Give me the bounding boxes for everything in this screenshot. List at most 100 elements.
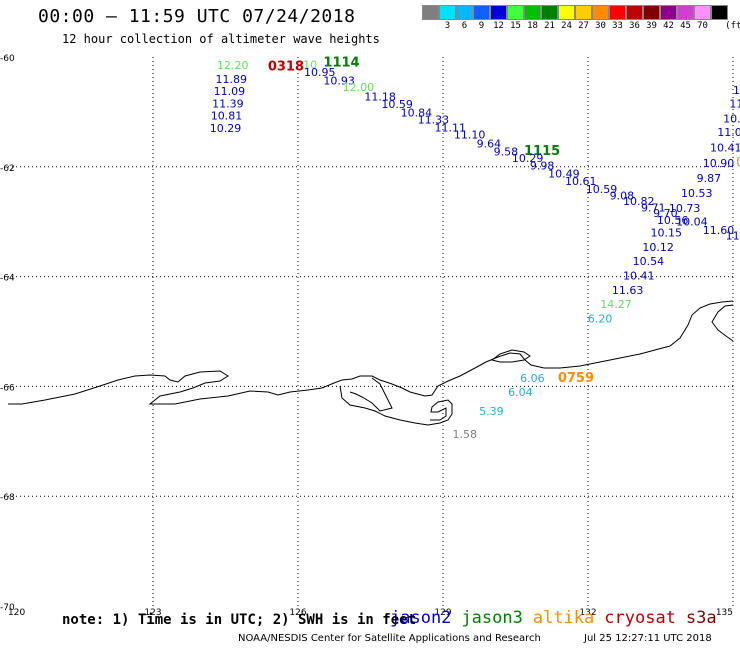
wave-height-label: 11: [729, 98, 740, 111]
color-legend: [422, 5, 728, 20]
lon-tick-label: 120: [8, 608, 25, 618]
wave-height-label: 9.58: [494, 145, 519, 158]
wave-height-label: 10.56: [657, 214, 689, 227]
wave-height-label: 1114: [323, 55, 359, 70]
wave-height-label: 11.10: [454, 128, 486, 141]
wave-height-label: 9.08: [610, 189, 635, 202]
wave-height-label: 10.5: [723, 112, 740, 125]
wave-height-label: 11.0: [726, 229, 740, 242]
lat-lon-grid: 120 123 126 129 132 135 -60 -62 -64 -66 -68 -70: [0, 54, 734, 618]
lon-tick-label: 126: [289, 608, 306, 618]
wave-height-label: 11.89: [216, 73, 248, 86]
wave-height-label: 12.20: [217, 59, 249, 72]
wave-height-label: 0: [736, 155, 740, 170]
wave-height-label: 10: [303, 59, 317, 72]
legend-swatch: [439, 5, 456, 20]
wave-height-label: 11.33: [418, 114, 450, 127]
legend-label: 30: [595, 21, 606, 31]
coastline-inlet: [339, 385, 453, 426]
wave-height-label: 10.29: [210, 122, 242, 135]
credit-text: NOAA/NESDIS Center for Satellite Applica…: [238, 633, 541, 644]
legend-swatch: [422, 5, 439, 20]
wave-height-label: 11.39: [212, 98, 244, 111]
wave-height-label: 11.11: [435, 121, 467, 134]
wave-height-label: 10.49: [548, 167, 580, 180]
legend-swatch: [677, 5, 694, 20]
wave-height-label: 14.27: [600, 298, 632, 311]
coastline-shelf: [349, 377, 393, 412]
legend-unit: (ft): [725, 21, 740, 31]
legend-label: 15: [510, 21, 521, 31]
legend-label: 39: [646, 21, 657, 31]
legend-label: 45: [680, 21, 691, 31]
legend-label: 21: [544, 21, 555, 31]
wave-height-label: 10.73: [669, 202, 701, 215]
antarctic-coastline: [8, 300, 734, 426]
lon-tick-label: 135: [716, 608, 733, 618]
wave-height-label: 10.15: [651, 227, 683, 240]
wave-height-label: 10.61: [565, 175, 597, 188]
legend-label: 24: [561, 21, 572, 31]
legend-label: 6: [461, 21, 468, 31]
wave-height-label: 10.53: [681, 187, 713, 200]
wave-height-label: 10.93: [323, 75, 355, 88]
wave-height-label: 10.84: [401, 106, 433, 119]
map-subtitle: 12 hour collection of altimeter wave hei…: [62, 32, 380, 46]
wave-height-label: 6.20: [588, 312, 613, 325]
lat-tick-label: -64: [0, 274, 15, 284]
lat-tick-label: -68: [0, 493, 15, 503]
legend-swatch: [524, 5, 541, 20]
wave-height-label: 10.41: [623, 270, 655, 283]
wave-height-label: 10.82: [623, 195, 655, 208]
wave-height-label: 0759: [558, 371, 594, 386]
wave-height-label: 0318: [268, 59, 304, 74]
wave-height-label: 9.64: [477, 138, 502, 151]
legend-swatch: [473, 5, 490, 20]
wave-height-label: 11.18: [364, 91, 396, 104]
wave-height-label: 9.98: [530, 160, 555, 173]
legend-swatch: [660, 5, 677, 20]
satellite-cryosat-label: cryosat: [604, 608, 676, 628]
legend-swatch: [490, 5, 507, 20]
legend-label: 27: [578, 21, 589, 31]
legend-label: 36: [629, 21, 640, 31]
lon-tick-label: 123: [144, 608, 161, 618]
satellite-altika-label: altika: [532, 608, 595, 628]
legend-swatch: [575, 5, 592, 20]
legend-swatch: [711, 5, 728, 20]
wave-height-label: 10.59: [381, 98, 413, 111]
wave-height-label: 11.63: [612, 284, 644, 297]
legend-swatch: [694, 5, 711, 20]
legend-swatch: [626, 5, 643, 20]
lat-tick-label: -62: [0, 164, 15, 174]
wave-height-label: 9.71: [641, 201, 666, 214]
legend-label: 18: [527, 21, 538, 31]
wave-height-label: 12.00: [343, 81, 375, 94]
legend-label: 9: [478, 21, 485, 31]
satellite-legend: jason2 jason3 altika cryosat s3a: [390, 608, 727, 628]
wave-height-label: 10.81: [211, 110, 243, 123]
wave-height-label: 6.06: [520, 372, 545, 385]
lat-tick-label: -66: [0, 383, 15, 393]
coastline-bay: [490, 349, 531, 363]
legend-swatch: [558, 5, 575, 20]
wave-height-label: 6.04: [508, 386, 533, 399]
timestamp-text: Jul 25 12:27:11 UTC 2018: [584, 633, 712, 644]
map-title: 00:00 – 11:59 UTC 07/24/2018: [38, 6, 356, 27]
legend-swatch: [592, 5, 609, 20]
lat-tick-label: -70: [0, 603, 15, 613]
legend-swatch: [609, 5, 626, 20]
wave-height-label: 10.59: [586, 183, 618, 196]
wave-height-label: 11.60: [703, 224, 735, 237]
wave-height-label: 1: [733, 84, 740, 97]
wave-height-label: 10.41: [710, 142, 740, 155]
wave-height-label: 10.54: [633, 255, 665, 268]
wave-height-label: 10.04: [676, 216, 708, 229]
legend-label: 42: [663, 21, 674, 31]
wave-height-label: 1115: [524, 144, 560, 159]
wave-height-label: 9.87: [697, 172, 722, 185]
wave-height-label: 1.58: [453, 428, 478, 441]
